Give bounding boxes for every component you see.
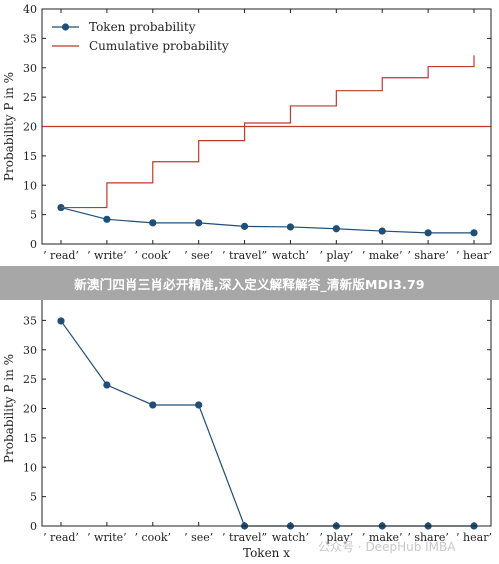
x-tick-label: ’ read’: [43, 249, 79, 262]
y-tick-label: 5: [30, 491, 37, 504]
x-tick-label: ’ play’: [319, 531, 353, 544]
data-point: [149, 401, 157, 409]
x-tick-label: ’ write’: [87, 249, 127, 262]
y-tick-label: 15: [23, 432, 37, 445]
x-tick-label: ’ write’: [87, 531, 127, 544]
data-point: [332, 225, 340, 233]
y-tick-label: 25: [23, 91, 37, 104]
legend-entry: Token probability: [89, 20, 196, 34]
x-tick-label: ’ read’: [43, 531, 79, 544]
x-tick-label: ’ share’: [407, 249, 449, 262]
x-tick-label: ’ make’: [362, 249, 403, 262]
y-tick-label: 10: [23, 179, 37, 192]
data-point: [240, 222, 249, 230]
data-point: [57, 317, 65, 325]
x-tick-label: ’ travel”: [222, 249, 267, 262]
y-tick-label: 35: [23, 314, 37, 327]
overlay-banner: 新澳门四肖三肖必开精准,深入定义解释解答_清新版MDI3.79: [0, 266, 499, 300]
y-tick-label: 40: [23, 3, 37, 16]
plot-frame: [41, 8, 492, 245]
series-line: [60, 206, 474, 234]
watermark-text: 公众号 · DeepHub IMBA: [318, 540, 456, 554]
x-tick-label: ’ play’: [319, 249, 353, 262]
x-tick-label: ’ hear’: [456, 531, 492, 544]
x-tick-label: ’ see’: [184, 249, 213, 262]
y-tick-label: 30: [23, 344, 37, 357]
legend-marker: [61, 23, 70, 31]
data-point: [103, 381, 111, 389]
x-tick-label: ’ cook’: [134, 249, 171, 262]
data-point: [103, 215, 111, 223]
data-point: [195, 219, 203, 227]
x-tick-label: ’ see’: [184, 531, 213, 544]
x-tick-label: watch’: [272, 249, 309, 262]
data-point: [378, 227, 386, 235]
data-point: [470, 229, 478, 237]
y-tick-label: 35: [23, 32, 37, 45]
y-tick-label: 30: [23, 62, 37, 75]
y-tick-label: 0: [30, 238, 37, 251]
y-tick-label: 20: [23, 403, 37, 416]
y-tick-label: 5: [30, 209, 37, 222]
y-tick-label: 10: [23, 461, 37, 474]
x-tick-label: ’ travel”: [222, 531, 267, 544]
data-point: [424, 229, 432, 237]
y-tick-label: 15: [23, 150, 37, 163]
data-point: [149, 219, 157, 227]
y-tick-label: 0: [30, 520, 37, 533]
data-point: [286, 223, 295, 231]
y-axis-label: Probability P in %: [2, 72, 16, 181]
bottom-chart: 0 5 10 15 20 25 30 35 ’ read’ ’ write’ ’ cook’ ’ se…: [2, 290, 492, 560]
y-tick-label: 25: [23, 373, 37, 386]
series-line: [60, 320, 474, 527]
x-axis-label: Token x: [243, 546, 290, 560]
top-chart: 0 5 10 15 20 25 30 35 40 ’ read’ ’ write’ ’ cook’ ’ …: [2, 3, 492, 262]
plot-frame: [41, 290, 492, 527]
cumulative-step-line: [61, 55, 475, 209]
x-tick-label: watch’: [272, 531, 309, 544]
data-point: [195, 401, 203, 409]
legend-entry: Cumulative probability: [89, 39, 229, 53]
x-tick-label: ’ hear’: [456, 249, 492, 262]
x-tick-label: ’ make’: [362, 531, 403, 544]
x-tick-label: ’ share’: [407, 531, 449, 544]
y-tick-label: 20: [23, 121, 37, 134]
x-tick-label: ’ cook’: [134, 531, 171, 544]
y-axis-label: Probability P in %: [2, 354, 16, 463]
